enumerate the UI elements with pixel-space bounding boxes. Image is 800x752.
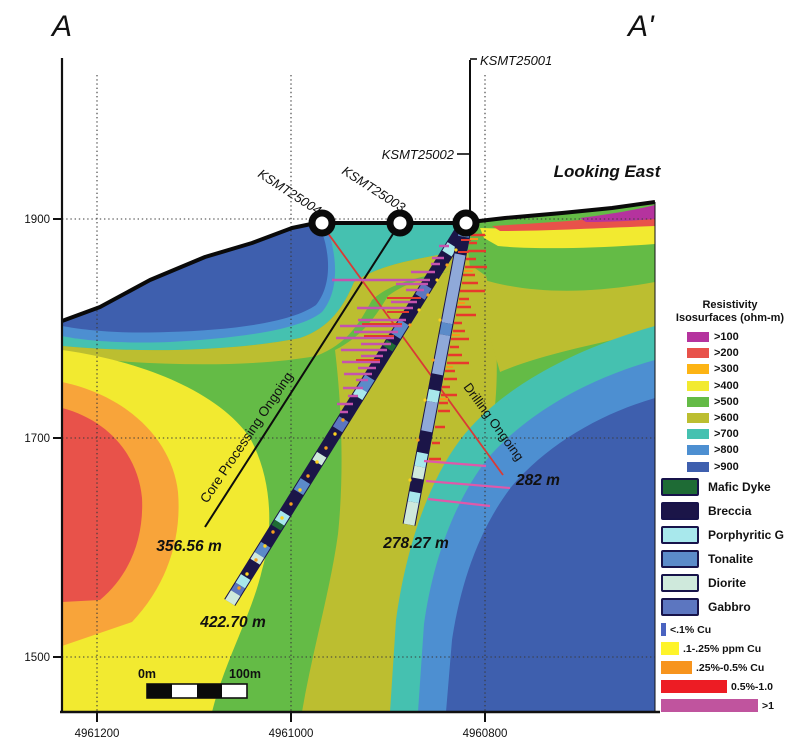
x-axis-labels: 4961200 4961000 4960800 xyxy=(75,728,508,740)
assay-histogram-magenta xyxy=(332,244,449,414)
legend-resistivity: Resistivity Isosurfaces (ohm-m) >100 >20… xyxy=(663,299,797,475)
resistivity-swatch xyxy=(687,396,709,407)
collar-ksmt25001-25002 xyxy=(452,209,480,237)
svg-text:4961200: 4961200 xyxy=(75,728,120,740)
assay-histogram-orange xyxy=(440,238,478,400)
lithology-swatch xyxy=(661,502,699,520)
resistivity-swatch xyxy=(687,429,709,440)
legend-row: Breccia xyxy=(661,499,797,523)
cu-grade-bar xyxy=(661,699,758,712)
legend-row: Gabbro xyxy=(661,595,797,619)
lithology-swatch xyxy=(661,478,699,496)
hole-label-ksmt25002: KSMT25002 xyxy=(382,147,455,162)
lithology-swatch xyxy=(661,550,699,568)
resistivity-swatch xyxy=(687,380,709,391)
depth-label-422: 422.70 m xyxy=(199,614,266,631)
depth-label-356: 356.56 m xyxy=(156,538,222,555)
svg-text:4960800: 4960800 xyxy=(463,728,508,740)
legend-row: >1 xyxy=(661,696,797,715)
cu-grade-bar xyxy=(661,623,666,636)
resistivity-swatch xyxy=(687,445,709,456)
hole-label-ksmt25001: KSMT25001 xyxy=(480,53,552,68)
resistivity-swatch xyxy=(687,364,709,375)
legend-row: Porphyritic G xyxy=(661,523,797,547)
legend-row: >200 xyxy=(663,345,797,361)
legend-row: >400 xyxy=(663,378,797,394)
legend-row: >800 xyxy=(663,442,797,458)
legend-row: >300 xyxy=(663,361,797,377)
resistivity-swatch xyxy=(687,332,709,343)
legend-lithology: Mafic Dyke Breccia Porphyritic G Tonalit… xyxy=(661,475,797,619)
lithology-swatch xyxy=(661,598,699,616)
topography-line xyxy=(61,200,656,323)
gridlines xyxy=(62,75,655,712)
plot-frame xyxy=(53,58,660,722)
svg-text:1700: 1700 xyxy=(24,433,50,445)
legend-row: >100 xyxy=(663,329,797,345)
collar-ksmt25004 xyxy=(308,209,336,237)
cu-grade-bar xyxy=(661,680,727,693)
hole-label-ksmt25003: KSMT25003 xyxy=(339,163,408,215)
hole-label-ksmt25004: KSMT25004 xyxy=(255,166,324,218)
y-axis-labels: 1900 1700 1500 xyxy=(24,214,50,664)
scale-end-label: 100m xyxy=(229,667,261,681)
legend-row: .25%-0.5% Cu xyxy=(661,658,797,677)
legend-row: Diorite xyxy=(661,571,797,595)
legend-resistivity-title-line2: Isosurfaces (ohm-m) xyxy=(675,311,785,324)
legend-row: .1-.25% ppm Cu xyxy=(661,639,797,658)
lithology-swatch xyxy=(661,574,699,592)
scale-start-label: 0m xyxy=(138,667,156,681)
drilling-ongoing-hole-trace-line xyxy=(321,224,504,476)
svg-text:1900: 1900 xyxy=(24,214,50,226)
svg-text:1500: 1500 xyxy=(24,652,50,664)
resistivity-swatch xyxy=(687,348,709,359)
collar-ksmt25003 xyxy=(386,209,414,237)
legend-row: >900 xyxy=(663,459,797,475)
resistivity-swatch xyxy=(687,461,709,472)
looking-east-label: Looking East xyxy=(554,162,662,181)
cu-grade-bar xyxy=(661,642,679,655)
legend-row: >600 xyxy=(663,410,797,426)
lithology-swatch xyxy=(661,526,699,544)
legend-row: >500 xyxy=(663,394,797,410)
section-label-a: A xyxy=(50,10,72,43)
legend-cu-grades: <.1% Cu .1-.25% ppm Cu .25%-0.5% Cu 0.5%… xyxy=(661,620,797,715)
legend-row: Tonalite xyxy=(661,547,797,571)
legend-row: 0.5%-1.0 xyxy=(661,677,797,696)
depth-label-282: 282 m xyxy=(515,472,560,489)
assay-histogram-red-right xyxy=(429,233,487,461)
depth-label-278: 278.27 m xyxy=(382,535,449,552)
resistivity-swatch xyxy=(687,413,709,424)
section-label-a-prime: A' xyxy=(626,10,655,43)
assay-histogram-red-left xyxy=(356,239,471,361)
cu-grade-bar xyxy=(661,661,692,674)
assay-dot-trail xyxy=(237,233,467,590)
legend-row: >700 xyxy=(663,426,797,442)
legend-resistivity-title-line1: Resistivity xyxy=(702,299,758,311)
legend-row: Mafic Dyke xyxy=(661,475,797,499)
core-processing-hole-trace-line xyxy=(204,222,401,528)
assay-spikes-pink-long xyxy=(423,459,511,508)
svg-text:4961000: 4961000 xyxy=(269,728,314,740)
scale-bar: 0m 100m xyxy=(138,667,261,699)
legend-row: <.1% Cu xyxy=(661,620,797,639)
drill-collars xyxy=(308,209,480,237)
